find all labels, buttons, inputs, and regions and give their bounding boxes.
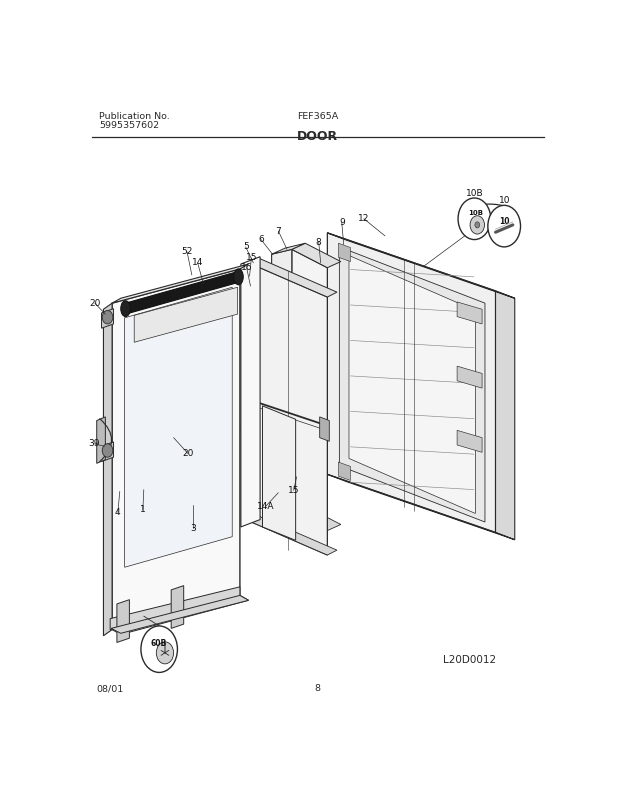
Polygon shape xyxy=(327,233,495,533)
Circle shape xyxy=(475,222,480,228)
Text: eReplacementParts.com: eReplacementParts.com xyxy=(227,422,346,432)
Polygon shape xyxy=(327,474,515,540)
Text: 5: 5 xyxy=(243,242,249,252)
Polygon shape xyxy=(457,430,482,453)
Polygon shape xyxy=(241,256,260,527)
Text: 14A: 14A xyxy=(257,502,275,511)
Polygon shape xyxy=(117,599,130,642)
Polygon shape xyxy=(171,586,184,628)
Text: 20: 20 xyxy=(89,299,100,307)
Text: 15: 15 xyxy=(288,486,299,495)
Text: 9: 9 xyxy=(339,218,345,227)
Polygon shape xyxy=(339,247,485,522)
Polygon shape xyxy=(102,309,113,328)
Text: 8: 8 xyxy=(315,684,321,693)
Circle shape xyxy=(102,444,113,457)
Circle shape xyxy=(156,642,174,664)
Polygon shape xyxy=(292,506,341,530)
Text: Publication No.: Publication No. xyxy=(99,113,170,121)
Circle shape xyxy=(141,626,177,673)
Text: 1: 1 xyxy=(140,505,146,515)
Polygon shape xyxy=(272,249,292,517)
Text: 10B: 10B xyxy=(466,189,483,198)
Circle shape xyxy=(470,216,484,234)
Polygon shape xyxy=(112,264,249,303)
Text: 16: 16 xyxy=(241,263,252,272)
Polygon shape xyxy=(292,243,341,268)
Polygon shape xyxy=(111,596,249,634)
Circle shape xyxy=(458,198,491,240)
Polygon shape xyxy=(104,303,112,636)
Text: FEF365A: FEF365A xyxy=(297,113,339,121)
Text: 15: 15 xyxy=(246,253,257,262)
Text: 39: 39 xyxy=(88,439,100,449)
Polygon shape xyxy=(134,287,237,342)
Text: 20: 20 xyxy=(182,449,193,458)
Text: 10: 10 xyxy=(499,196,511,205)
Circle shape xyxy=(488,206,521,247)
Ellipse shape xyxy=(121,301,130,317)
Text: 3: 3 xyxy=(190,523,196,533)
Polygon shape xyxy=(249,263,327,555)
Text: 60B: 60B xyxy=(151,638,167,648)
Text: 12: 12 xyxy=(358,214,370,223)
Polygon shape xyxy=(339,462,350,480)
Polygon shape xyxy=(320,417,329,441)
Polygon shape xyxy=(457,302,482,324)
Text: 6: 6 xyxy=(258,235,264,244)
Circle shape xyxy=(102,310,113,324)
Polygon shape xyxy=(292,249,327,530)
Polygon shape xyxy=(262,406,296,541)
Text: 10B: 10B xyxy=(469,210,484,216)
Polygon shape xyxy=(495,291,515,540)
Polygon shape xyxy=(457,366,482,388)
Polygon shape xyxy=(112,596,249,634)
Text: 4: 4 xyxy=(115,507,121,517)
Polygon shape xyxy=(110,587,240,630)
Text: 5995357602: 5995357602 xyxy=(99,121,159,130)
Polygon shape xyxy=(249,516,337,555)
Text: 52: 52 xyxy=(182,247,193,256)
Text: 08/01: 08/01 xyxy=(97,684,124,693)
Polygon shape xyxy=(339,243,350,261)
Text: L20D0012: L20D0012 xyxy=(443,654,496,665)
Polygon shape xyxy=(125,287,232,567)
Polygon shape xyxy=(272,243,305,254)
Text: DOOR: DOOR xyxy=(297,129,339,142)
Text: 14: 14 xyxy=(192,258,203,268)
Polygon shape xyxy=(349,256,476,514)
Polygon shape xyxy=(249,258,337,297)
Text: 7: 7 xyxy=(275,226,281,236)
Text: 10: 10 xyxy=(499,217,510,225)
Polygon shape xyxy=(102,442,113,461)
Polygon shape xyxy=(247,384,256,414)
Polygon shape xyxy=(97,417,105,464)
Polygon shape xyxy=(112,269,240,630)
Ellipse shape xyxy=(234,269,243,285)
Polygon shape xyxy=(327,233,515,299)
Text: 8: 8 xyxy=(316,237,322,246)
Polygon shape xyxy=(125,272,239,314)
